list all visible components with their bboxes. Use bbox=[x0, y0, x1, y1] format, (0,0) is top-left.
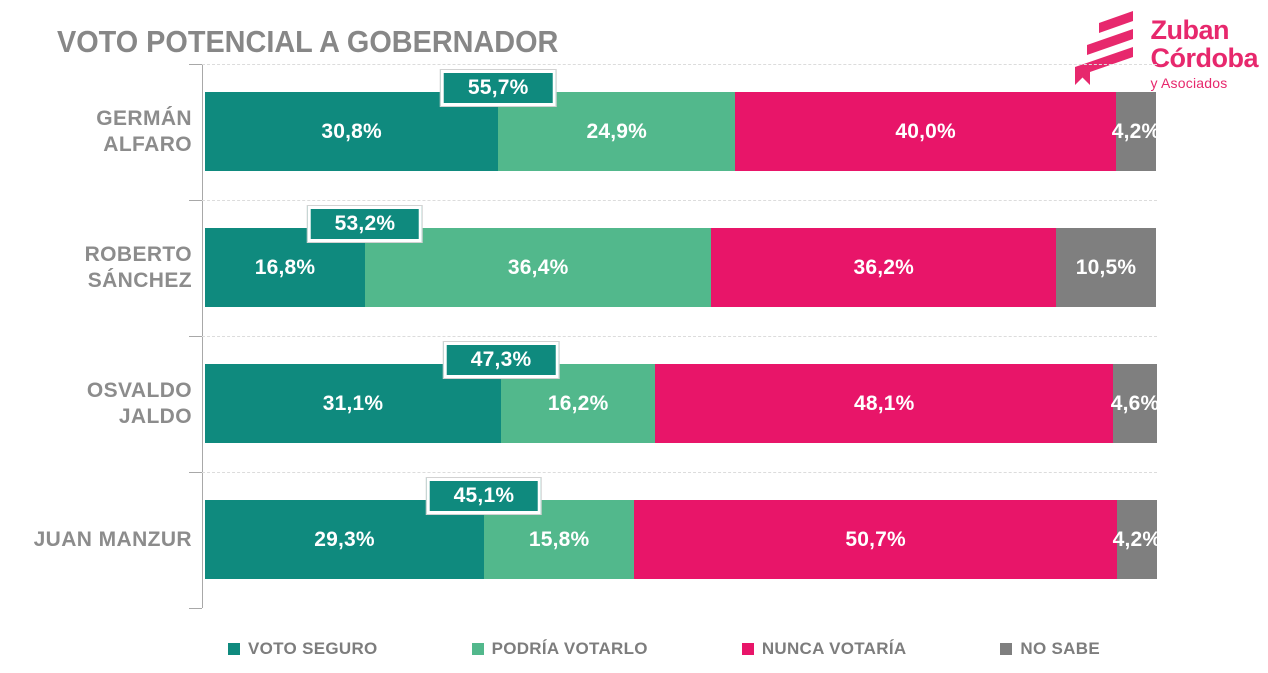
category-label-line: OSVALDO bbox=[86, 379, 192, 403]
segment-value-label: 48,1% bbox=[853, 391, 915, 415]
segment-value-label: 15,8% bbox=[528, 527, 590, 551]
bar-segment-nunca-votaria: 50,7% bbox=[634, 500, 1117, 579]
segment-value-label: 10,5% bbox=[1075, 255, 1137, 279]
axis-tick bbox=[189, 64, 202, 65]
stacked-bar: 30,8% 24,9% 40,0% 4,2% bbox=[205, 92, 1160, 171]
category-row: ROBERTO SÁNCHEZ 16,8% 36,4% 36,2% 10,5% 53,2% bbox=[0, 200, 1268, 336]
segment-value-label: 50,7% bbox=[845, 527, 906, 551]
legend-swatch-podria-votarlo bbox=[471, 643, 484, 655]
category-label-line: JUAN MANZUR bbox=[33, 527, 192, 551]
axis-tick bbox=[189, 336, 202, 337]
bar-segment-no-sabe: 4,6% bbox=[1110, 364, 1160, 443]
segment-value-label: 16,2% bbox=[547, 391, 609, 415]
category-label: OSVALDO JALDO bbox=[18, 364, 192, 443]
category-label-line: SÁNCHEZ bbox=[87, 268, 192, 292]
legend-swatch-nunca-votaria bbox=[741, 643, 754, 655]
category-label-line: JALDO bbox=[118, 404, 192, 428]
sum-callout: 47,3% bbox=[443, 342, 559, 378]
axis-tick bbox=[189, 608, 202, 609]
bar-segment-nunca-votaria: 48,1% bbox=[655, 364, 1114, 443]
legend-label: PODRÍA VOTARLO bbox=[491, 639, 648, 658]
category-label-line: ALFARO bbox=[103, 132, 192, 156]
bar-segment-podria-votarlo: 36,4% bbox=[364, 228, 712, 307]
chart-title: VOTO POTENCIAL A GOBERNADOR bbox=[57, 24, 559, 59]
segment-value-label: 40,0% bbox=[895, 119, 956, 143]
legend-item-podria-votarlo: PODRÍA VOTARLO bbox=[471, 639, 648, 659]
bar-segment-nunca-votaria: 36,2% bbox=[711, 228, 1057, 307]
stacked-bar: 31,1% 16,2% 48,1% 4,6% bbox=[205, 364, 1160, 443]
legend-label: VOTO SEGURO bbox=[248, 639, 378, 658]
category-row: JUAN MANZUR 29,3% 15,8% 50,7% 4,2% 45,1% bbox=[0, 472, 1268, 608]
category-label: JUAN MANZUR bbox=[18, 500, 192, 579]
sum-callout: 55,7% bbox=[440, 70, 556, 106]
legend-item-no-sabe: NO SABE bbox=[1000, 639, 1100, 659]
bar-segment-nunca-votaria: 40,0% bbox=[735, 92, 1117, 171]
legend: VOTO SEGURO PODRÍA VOTARLO NUNCA VOTARÍA NO… bbox=[228, 639, 1100, 659]
segment-value-label: 36,2% bbox=[853, 255, 915, 279]
category-row: OSVALDO JALDO 31,1% 16,2% 48,1% 4,6% 47,3% bbox=[0, 336, 1268, 472]
legend-swatch-no-sabe bbox=[1000, 643, 1013, 655]
sum-callout: 45,1% bbox=[426, 478, 542, 514]
row-gridline bbox=[202, 472, 1157, 473]
segment-value-label: 24,9% bbox=[586, 119, 647, 143]
row-gridline bbox=[202, 336, 1157, 337]
row-gridline bbox=[202, 64, 1157, 65]
segment-value-label: 4,2% bbox=[1111, 119, 1161, 143]
zuban-cordoba-logo: Zuban Córdoba y Asociados bbox=[1063, 6, 1259, 91]
segment-value-label: 30,8% bbox=[321, 119, 382, 143]
category-row: GERMÁN ALFARO 30,8% 24,9% 40,0% 4,2% 55,7% bbox=[0, 64, 1268, 200]
legend-item-nunca-votaria: NUNCA VOTARÍA bbox=[741, 639, 907, 659]
category-label: GERMÁN ALFARO bbox=[18, 92, 192, 171]
category-label-line: GERMÁN bbox=[96, 107, 192, 131]
stacked-bar: 29,3% 15,8% 50,7% 4,2% bbox=[205, 500, 1161, 579]
bar-segment-no-sabe: 10,5% bbox=[1056, 228, 1156, 307]
legend-label: NO SABE bbox=[1020, 639, 1100, 658]
axis-tick bbox=[189, 472, 202, 473]
segment-value-label: 29,3% bbox=[314, 527, 375, 551]
logo-wordmark: Zuban Córdoba y Asociados bbox=[1151, 16, 1259, 91]
sum-callout: 53,2% bbox=[307, 206, 423, 242]
bar-segment-voto-seguro: 16,8% bbox=[205, 228, 365, 307]
logo-icon bbox=[1063, 6, 1143, 91]
logo-wordmark-line2: Córdoba bbox=[1150, 43, 1259, 74]
legend-item-voto-seguro: VOTO SEGURO bbox=[228, 639, 378, 659]
logo-wordmark-line1: Zuban bbox=[1150, 15, 1230, 45]
segment-value-label: 31,1% bbox=[322, 391, 384, 415]
category-label-line: ROBERTO bbox=[84, 243, 192, 267]
row-gridline bbox=[202, 200, 1157, 201]
stacked-bar: 16,8% 36,4% 36,2% 10,5% bbox=[205, 228, 1156, 307]
axis-tick bbox=[189, 200, 202, 201]
bar-segment-no-sabe: 4,2% bbox=[1112, 92, 1160, 171]
category-label: ROBERTO SÁNCHEZ bbox=[18, 228, 192, 307]
segment-value-label: 36,4% bbox=[507, 255, 569, 279]
legend-swatch-voto-seguro bbox=[228, 643, 240, 655]
bar-segment-no-sabe: 4,2% bbox=[1113, 500, 1161, 579]
segment-value-label: 4,2% bbox=[1112, 527, 1162, 551]
segment-value-label: 16,8% bbox=[254, 255, 316, 279]
legend-label: NUNCA VOTARÍA bbox=[761, 639, 907, 658]
segment-value-label: 4,6% bbox=[1110, 391, 1160, 415]
logo-wordmark-line3: y Asociados bbox=[1150, 75, 1228, 92]
